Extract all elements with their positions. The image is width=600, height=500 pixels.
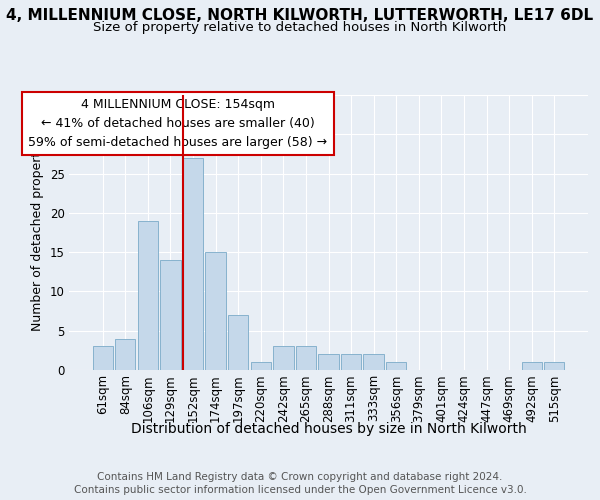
Bar [341, 354, 361, 370]
Bar [115, 338, 136, 370]
Text: Size of property relative to detached houses in North Kilworth: Size of property relative to detached ho… [94, 21, 506, 34]
Bar [92, 346, 113, 370]
Bar [273, 346, 293, 370]
Y-axis label: Number of detached properties: Number of detached properties [31, 134, 44, 331]
Bar [228, 315, 248, 370]
Bar [160, 260, 181, 370]
Bar [364, 354, 384, 370]
Text: Contains public sector information licensed under the Open Government Licence v3: Contains public sector information licen… [74, 485, 526, 495]
Bar [386, 362, 406, 370]
Text: 4 MILLENNIUM CLOSE: 154sqm
← 41% of detached houses are smaller (40)
59% of semi: 4 MILLENNIUM CLOSE: 154sqm ← 41% of deta… [28, 98, 328, 149]
Bar [319, 354, 338, 370]
Text: Distribution of detached houses by size in North Kilworth: Distribution of detached houses by size … [131, 422, 527, 436]
Bar [205, 252, 226, 370]
Text: Contains HM Land Registry data © Crown copyright and database right 2024.: Contains HM Land Registry data © Crown c… [97, 472, 503, 482]
Bar [521, 362, 542, 370]
Bar [251, 362, 271, 370]
Text: 4, MILLENNIUM CLOSE, NORTH KILWORTH, LUTTERWORTH, LE17 6DL: 4, MILLENNIUM CLOSE, NORTH KILWORTH, LUT… [7, 8, 593, 22]
Bar [296, 346, 316, 370]
Bar [183, 158, 203, 370]
Bar [544, 362, 565, 370]
Bar [138, 220, 158, 370]
